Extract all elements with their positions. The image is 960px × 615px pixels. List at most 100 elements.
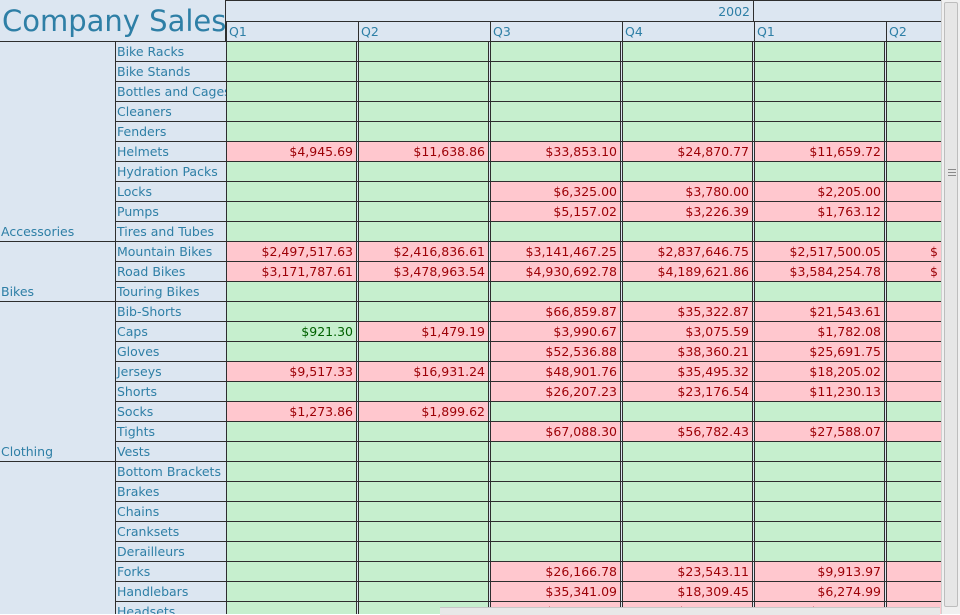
row-label[interactable]: Jerseys: [117, 364, 162, 379]
data-cell[interactable]: [622, 102, 753, 121]
data-cell[interactable]: [622, 482, 753, 501]
data-cell[interactable]: $48,901.76: [490, 362, 621, 381]
data-cell[interactable]: $2,205.00: [754, 182, 885, 201]
data-cell[interactable]: $26,207.23: [490, 382, 621, 401]
row-label[interactable]: Caps: [117, 324, 148, 339]
row-label[interactable]: Brakes: [117, 484, 160, 499]
data-cell[interactable]: [490, 62, 621, 81]
data-cell[interactable]: [490, 542, 621, 561]
data-cell[interactable]: $66,859.87: [490, 302, 621, 321]
data-cell[interactable]: [490, 482, 621, 501]
data-cell[interactable]: [226, 442, 357, 461]
data-cell[interactable]: [358, 182, 489, 201]
data-cell[interactable]: [622, 122, 753, 141]
quarter-header[interactable]: Q1: [754, 22, 886, 42]
data-cell[interactable]: [490, 82, 621, 101]
data-cell[interactable]: [886, 422, 941, 441]
data-cell[interactable]: $33,853.10: [490, 142, 621, 161]
row-label[interactable]: Locks: [117, 184, 153, 199]
data-cell[interactable]: [886, 142, 941, 161]
row-label[interactable]: Road Bikes: [117, 264, 186, 279]
data-cell[interactable]: [886, 442, 941, 461]
data-cell[interactable]: $1,782.08: [754, 322, 885, 341]
data-cell[interactable]: [886, 522, 941, 541]
data-cell[interactable]: [754, 82, 885, 101]
data-cell[interactable]: [490, 282, 621, 301]
data-cell[interactable]: [886, 42, 941, 61]
data-cell[interactable]: [886, 582, 941, 601]
data-cell[interactable]: $6,274.99: [754, 582, 885, 601]
row-label[interactable]: Chains: [117, 504, 160, 519]
scrollbar-thumb[interactable]: [944, 2, 958, 607]
data-cell[interactable]: [226, 562, 357, 581]
row-label[interactable]: Headsets: [117, 604, 176, 614]
data-cell[interactable]: [886, 342, 941, 361]
data-cell[interactable]: [358, 382, 489, 401]
data-cell[interactable]: [754, 282, 885, 301]
data-cell[interactable]: [754, 42, 885, 61]
data-cell[interactable]: $6,325.00: [490, 182, 621, 201]
data-cell[interactable]: [490, 502, 621, 521]
data-cell[interactable]: $23,543.11: [622, 562, 753, 581]
data-cell[interactable]: [358, 342, 489, 361]
row-label[interactable]: Socks: [117, 404, 154, 419]
data-cell[interactable]: $26,166.78: [490, 562, 621, 581]
data-cell[interactable]: [754, 502, 885, 521]
data-cell[interactable]: [226, 502, 357, 521]
data-cell[interactable]: [358, 542, 489, 561]
data-cell[interactable]: [490, 102, 621, 121]
data-cell[interactable]: [886, 462, 941, 481]
data-cell[interactable]: $3,584,254.78: [754, 262, 885, 281]
data-cell[interactable]: [622, 62, 753, 81]
row-label[interactable]: Bottom Brackets: [117, 464, 221, 479]
data-cell[interactable]: $18,309.45: [622, 582, 753, 601]
data-cell[interactable]: [886, 382, 941, 401]
data-cell[interactable]: $35,495.32: [622, 362, 753, 381]
data-cell[interactable]: [754, 162, 885, 181]
quarter-header[interactable]: Q2: [886, 22, 941, 42]
data-cell[interactable]: $25,691.75: [754, 342, 885, 361]
data-cell[interactable]: [226, 162, 357, 181]
row-label[interactable]: Tires and Tubes: [117, 224, 215, 239]
vertical-scrollbar[interactable]: [941, 0, 960, 614]
row-label[interactable]: Hydration Packs: [117, 164, 218, 179]
data-cell[interactable]: $3,141,467.25: [490, 242, 621, 261]
row-label[interactable]: Bike Stands: [117, 64, 191, 79]
data-cell[interactable]: [226, 302, 357, 321]
data-cell[interactable]: [754, 482, 885, 501]
quarter-header[interactable]: Q1: [226, 22, 358, 42]
data-cell[interactable]: $2,497,517.63: [226, 242, 357, 261]
quarter-header[interactable]: Q2: [358, 22, 490, 42]
data-cell[interactable]: [490, 162, 621, 181]
horizontal-scrollbar[interactable]: [440, 607, 940, 615]
data-cell[interactable]: $921.30: [226, 322, 357, 341]
data-cell[interactable]: [622, 502, 753, 521]
data-cell[interactable]: [886, 222, 941, 241]
data-cell[interactable]: [886, 282, 941, 301]
data-cell[interactable]: $67,088.30: [490, 422, 621, 441]
data-cell[interactable]: [358, 122, 489, 141]
data-cell[interactable]: $38,360.21: [622, 342, 753, 361]
data-cell[interactable]: $4,930,692.78: [490, 262, 621, 281]
data-cell[interactable]: [226, 342, 357, 361]
row-label[interactable]: Tights: [117, 424, 155, 439]
data-cell[interactable]: [226, 82, 357, 101]
data-cell[interactable]: [358, 562, 489, 581]
data-cell[interactable]: [358, 222, 489, 241]
row-label[interactable]: Handlebars: [117, 584, 189, 599]
data-cell[interactable]: [358, 62, 489, 81]
category-label[interactable]: Accessories: [1, 224, 75, 239]
data-cell[interactable]: $3,780.00: [622, 182, 753, 201]
data-cell[interactable]: [226, 542, 357, 561]
data-cell[interactable]: [358, 522, 489, 541]
data-cell[interactable]: [226, 182, 357, 201]
data-cell[interactable]: [358, 102, 489, 121]
data-cell[interactable]: [622, 522, 753, 541]
data-cell[interactable]: [622, 442, 753, 461]
row-label[interactable]: Bib-Shorts: [117, 304, 182, 319]
data-cell[interactable]: [754, 402, 885, 421]
row-label[interactable]: Shorts: [117, 384, 158, 399]
data-cell[interactable]: [886, 502, 941, 521]
data-cell[interactable]: $56,782.43: [622, 422, 753, 441]
data-cell[interactable]: [358, 162, 489, 181]
